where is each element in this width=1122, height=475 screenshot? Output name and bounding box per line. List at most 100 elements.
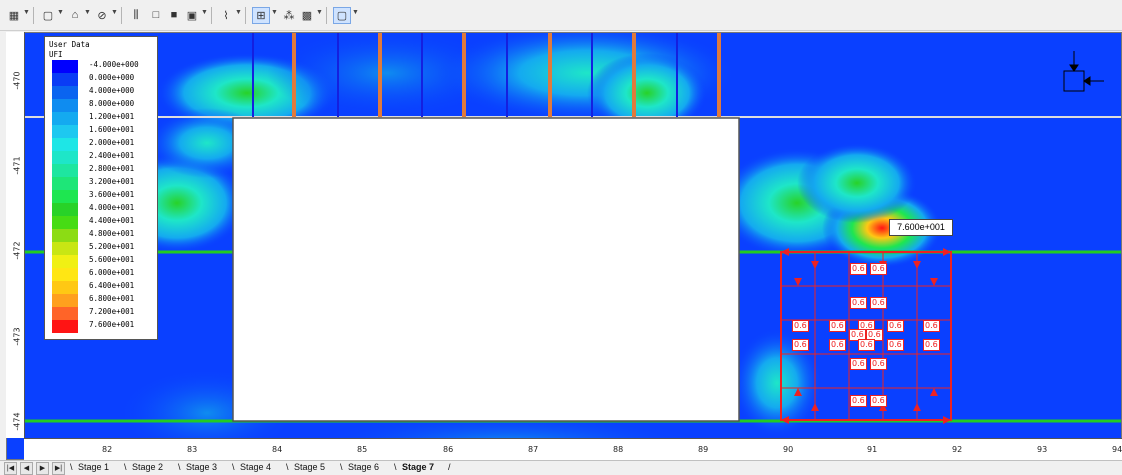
stage-tab[interactable]: Stage 3 bbox=[186, 462, 218, 472]
load-value-label: 0.6 bbox=[870, 358, 887, 370]
legend-row: 0.000e+000 bbox=[49, 73, 153, 86]
load-value-label: 0.6 bbox=[850, 395, 867, 407]
vruler-label: -470 bbox=[12, 71, 22, 90]
stage-tab[interactable]: Stage 5 bbox=[294, 462, 326, 472]
grid-view-icon[interactable]: ▩ bbox=[301, 9, 313, 22]
hruler-label: 94 bbox=[1112, 445, 1122, 454]
load-value-label: 0.6 bbox=[887, 320, 904, 332]
stage-tab[interactable]: Stage 1 bbox=[78, 462, 110, 472]
legend-label: 3.600e+001 bbox=[89, 190, 135, 199]
legend-swatch bbox=[52, 242, 78, 255]
load-value-label: 0.6 bbox=[870, 263, 887, 275]
chart-icon[interactable]: ⌇ bbox=[223, 9, 229, 22]
vruler-label: -471 bbox=[12, 156, 22, 175]
legend-swatch bbox=[52, 99, 78, 112]
chevron-down-icon[interactable]: ▼ bbox=[111, 9, 118, 16]
stage-tab-bar: |◀ ◀ ▶ ▶| \ Stage 1 \ Stage 2 \ Stage 3 \ Stage… bbox=[0, 460, 1122, 475]
hruler-label: 88 bbox=[613, 445, 624, 454]
tab-separator: \ bbox=[232, 462, 235, 472]
fill-box-icon[interactable]: ■ bbox=[170, 9, 178, 21]
last-stage-icon[interactable]: ▶| bbox=[52, 462, 65, 475]
legend-label: 6.400e+001 bbox=[89, 281, 135, 290]
display-icon[interactable]: ▢ bbox=[333, 7, 351, 24]
placement-marker-icon[interactable] bbox=[1063, 51, 1104, 92]
legend-row: 8.000e+000 bbox=[49, 99, 153, 112]
chevron-down-icon[interactable]: ▼ bbox=[316, 9, 323, 16]
legend-swatch bbox=[52, 216, 78, 229]
contour-blob bbox=[732, 328, 822, 438]
legend-row: 1.200e+001 bbox=[49, 112, 153, 125]
chevron-down-icon[interactable]: ▼ bbox=[271, 9, 278, 16]
stage-tab[interactable]: Stage 2 bbox=[132, 462, 164, 472]
load-value-label: 0.6 bbox=[923, 320, 940, 332]
load-arrows bbox=[781, 248, 951, 424]
shape-icon[interactable]: ⌂ bbox=[71, 9, 79, 21]
legend-swatch bbox=[52, 138, 78, 151]
legend-label: 2.000e+001 bbox=[89, 138, 135, 147]
mesh-icon[interactable]: ⊞ bbox=[252, 7, 270, 24]
hruler-label: 91 bbox=[867, 445, 878, 454]
legend-row: 4.000e+000 bbox=[49, 86, 153, 99]
load-grid[interactable] bbox=[780, 251, 952, 421]
chevron-down-icon[interactable]: ▼ bbox=[352, 9, 359, 16]
legend-swatch bbox=[52, 164, 78, 177]
model-view[interactable]: 0.6 0.6 0.6 0.6 0.6 0.6 0.6 0.6 0.6 0.6 0.6 0.6 0.6 0… bbox=[6, 32, 1122, 460]
stage-tab[interactable]: Stage 7 bbox=[402, 462, 435, 472]
toolbar: ▦ ▼ ▢ ▼ ⌂ ▼ ⊘ ▼ ⫼ □ ■ ▣ ▼ ⌇ ▼ ⊞ ▼ ⁂ ▩ ▼ … bbox=[0, 0, 1122, 31]
legend-swatch bbox=[52, 307, 78, 320]
contour-blob bbox=[797, 143, 917, 223]
no-fill-icon[interactable]: ⊘ bbox=[97, 9, 107, 22]
toolbar-separator bbox=[33, 7, 34, 24]
vruler-label: -473 bbox=[12, 327, 22, 346]
toolbar-separator bbox=[121, 7, 122, 24]
stage-tab[interactable]: Stage 4 bbox=[240, 462, 272, 472]
tab-separator: \ bbox=[340, 462, 343, 472]
legend-row: 7.600e+001 bbox=[49, 320, 153, 333]
legend-label: 4.800e+001 bbox=[89, 229, 135, 238]
tab-separator: \ bbox=[124, 462, 127, 472]
grid-icon[interactable]: ▦ bbox=[8, 9, 20, 22]
legend-swatch bbox=[52, 268, 78, 281]
nodes-icon[interactable]: ⁂ bbox=[283, 9, 295, 22]
box-icon[interactable]: □ bbox=[152, 9, 160, 21]
next-stage-icon[interactable]: ▶ bbox=[36, 462, 49, 475]
contour-legend[interactable]: User Data UFI -4.000e+000 0.000e+000 4.000… bbox=[44, 36, 158, 340]
load-value-label: 0.6 bbox=[858, 339, 875, 351]
legend-row: 2.800e+001 bbox=[49, 164, 153, 177]
chevron-down-icon[interactable]: ▼ bbox=[201, 9, 208, 16]
tab-separator: \ bbox=[286, 462, 289, 472]
prev-stage-icon[interactable]: ◀ bbox=[20, 462, 33, 475]
legend-row: -4.000e+000 bbox=[49, 60, 153, 73]
legend-row: 6.000e+001 bbox=[49, 268, 153, 281]
chevron-down-icon[interactable]: ▼ bbox=[57, 9, 64, 16]
legend-label: -4.000e+000 bbox=[89, 60, 139, 69]
chevron-down-icon[interactable]: ▼ bbox=[23, 9, 30, 16]
first-stage-icon[interactable]: |◀ bbox=[4, 462, 17, 475]
horizontal-ruler: 82 83 84 85 86 87 88 89 90 91 92 93 94 bbox=[24, 438, 1122, 461]
legend-row: 6.400e+001 bbox=[49, 281, 153, 294]
legend-label: 5.200e+001 bbox=[89, 242, 135, 251]
legend-swatch bbox=[52, 112, 78, 125]
chevron-down-icon[interactable]: ▼ bbox=[84, 9, 91, 16]
max-value-label: 7.600e+001 bbox=[889, 219, 953, 236]
hruler-label: 86 bbox=[443, 445, 454, 454]
legend-swatch bbox=[52, 190, 78, 203]
chevron-down-icon[interactable]: ▼ bbox=[235, 9, 242, 16]
window-icon[interactable]: ▣ bbox=[186, 9, 198, 22]
legend-swatch bbox=[52, 125, 78, 138]
load-value-label: 0.6 bbox=[887, 339, 904, 351]
new-doc-icon[interactable]: ▢ bbox=[42, 9, 54, 22]
hruler-label: 89 bbox=[698, 445, 709, 454]
model-canvas bbox=[7, 33, 1121, 459]
legend-label: 4.000e+001 bbox=[89, 203, 135, 212]
load-value-label: 0.6 bbox=[829, 339, 846, 351]
vertical-ruler: -470 -471 -472 -473 -474 bbox=[6, 32, 25, 438]
legend-swatch bbox=[52, 320, 78, 333]
contour-blob bbox=[267, 33, 507, 118]
excavation-area[interactable] bbox=[232, 117, 740, 422]
legend-label: 4.400e+001 bbox=[89, 216, 135, 225]
support-lines bbox=[252, 33, 721, 117]
stage-tab[interactable]: Stage 6 bbox=[348, 462, 380, 472]
hruler-label: 83 bbox=[187, 445, 198, 454]
columns-icon[interactable]: ⫼ bbox=[133, 8, 139, 21]
